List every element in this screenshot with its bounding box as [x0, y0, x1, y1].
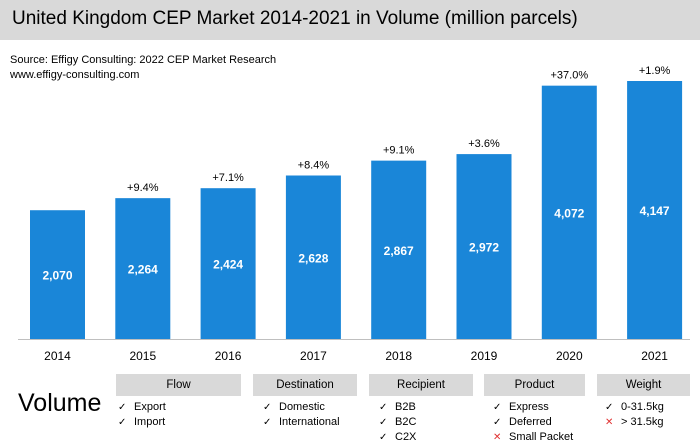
growth-label: +37.0% [550, 70, 588, 82]
source-url: www.effigy-consulting.com [10, 69, 140, 81]
category-item-label: Express [509, 401, 549, 413]
destination-header: Destination [253, 374, 357, 396]
category-item-label: B2C [395, 416, 417, 428]
category-item: ✓ B2C [379, 415, 416, 430]
product-items: ✓ Express ✓ Deferred ✕ Small Packet [493, 400, 573, 445]
x-tick-label: 2018 [385, 349, 412, 363]
title-bar: United Kingdom CEP Market 2014-2021 in V… [0, 0, 700, 40]
check-mark-icon: ✓ [605, 402, 614, 413]
category-item: ✓ International [263, 415, 340, 430]
chart-title: United Kingdom CEP Market 2014-2021 in V… [12, 8, 578, 29]
check-mark-icon: ✓ [118, 402, 127, 413]
bar-value-label: 2,867 [384, 244, 414, 258]
x-tick-label: 2014 [44, 349, 71, 363]
category-item-label: Deferred [509, 416, 552, 428]
weight-items: ✓ 0-31.5kg ✕ > 31.5kg [605, 400, 664, 430]
category-item-label: Import [134, 416, 166, 428]
bar-2014 [30, 210, 85, 339]
bar-value-label: 2,070 [42, 269, 72, 283]
x-tick-label: 2016 [215, 349, 242, 363]
cross-mark-icon: ✕ [493, 432, 502, 443]
bar-value-label: 2,264 [128, 263, 158, 277]
source-block: Source: Effigy Consulting: 2022 CEP Mark… [10, 53, 276, 83]
cross-mark-icon: ✕ [605, 417, 614, 428]
bar-value-label: 2,424 [213, 258, 243, 272]
check-mark-icon: ✓ [263, 417, 272, 428]
bar-2015 [115, 198, 171, 339]
bar-2017 [285, 175, 341, 339]
growth-label: +3.6% [468, 138, 500, 150]
category-item: ✓ Export [118, 400, 166, 415]
category-item: ✓ Deferred [493, 415, 573, 430]
x-tick-label: 2019 [471, 349, 498, 363]
bar-2019 [456, 154, 512, 339]
category-item-label: Export [134, 401, 166, 413]
bar-2018 [371, 160, 427, 339]
category-item: ✓ Domestic [263, 400, 340, 415]
category-item-label: C2X [395, 431, 417, 443]
bar-2020 [541, 85, 597, 340]
x-tick-label: 2017 [300, 349, 327, 363]
category-item-label: International [279, 416, 340, 428]
check-mark-icon: ✓ [379, 417, 388, 428]
category-item: ✕ > 31.5kg [605, 415, 664, 430]
category-item-label: Small Packet [509, 431, 574, 443]
weight-header: Weight [597, 374, 690, 396]
category-item-label: > 31.5kg [621, 416, 664, 428]
growth-label: +7.1% [212, 172, 244, 184]
check-mark-icon: ✓ [263, 402, 272, 413]
x-tick-label: 2020 [556, 349, 583, 363]
check-mark-icon: ✓ [493, 402, 502, 413]
recipient-header: Recipient [369, 374, 473, 396]
category-item: ✓ B2B [379, 400, 416, 415]
destination-items: ✓ Domestic ✓ International [263, 400, 340, 430]
growth-label: +9.1% [383, 145, 415, 157]
growth-label: +8.4% [298, 160, 330, 172]
bar-value-label: 4,147 [640, 204, 670, 218]
recipient-items: ✓ B2B ✓ B2C ✓ C2X [379, 400, 416, 445]
check-mark-icon: ✓ [379, 402, 388, 413]
check-mark-icon: ✓ [493, 417, 502, 428]
category-item: ✓ C2X [379, 430, 416, 445]
growth-label: +1.9% [639, 65, 671, 77]
category-item-label: Domestic [279, 401, 325, 413]
check-mark-icon: ✓ [118, 417, 127, 428]
category-item: ✓ 0-31.5kg [605, 400, 664, 415]
bar-value-label: 4,072 [554, 206, 584, 220]
x-tick-label: 2021 [641, 349, 668, 363]
category-item: ✕ Small Packet [493, 430, 573, 445]
x-tick-label: 2015 [129, 349, 156, 363]
category-item-label: B2B [395, 401, 416, 413]
category-item-label: 0-31.5kg [621, 401, 664, 413]
bar-chart: 2,070 2014 2,264 +9.4% 2015 2,424 +7.1% 2016 2,6… [18, 65, 690, 363]
source-text: Source: Effigy Consulting: 2022 CEP Mark… [10, 54, 277, 66]
volume-label: Volume [18, 389, 102, 417]
flow-items: ✓ Export ✓ Import [118, 400, 166, 430]
check-mark-icon: ✓ [379, 432, 388, 443]
bar-value-label: 2,972 [469, 241, 499, 255]
product-header: Product [484, 374, 585, 396]
category-item: ✓ Express [493, 400, 573, 415]
bar-2016 [200, 188, 256, 339]
bar-2021 [627, 81, 683, 339]
growth-label: +9.4% [127, 182, 159, 194]
flow-header: Flow [116, 374, 241, 396]
category-item: ✓ Import [118, 415, 166, 430]
bar-value-label: 2,628 [298, 251, 328, 265]
